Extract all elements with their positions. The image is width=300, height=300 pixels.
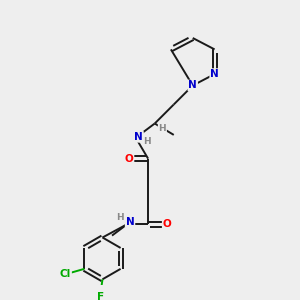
Text: N: N — [188, 80, 197, 91]
Text: H: H — [158, 124, 166, 133]
Text: H: H — [116, 213, 123, 222]
Text: N: N — [210, 69, 219, 79]
Text: H: H — [143, 137, 151, 146]
Text: N: N — [126, 217, 134, 227]
Text: Cl: Cl — [60, 268, 71, 279]
Text: N: N — [134, 132, 143, 142]
Text: O: O — [125, 154, 134, 164]
Text: F: F — [97, 292, 104, 300]
Text: O: O — [163, 219, 172, 229]
